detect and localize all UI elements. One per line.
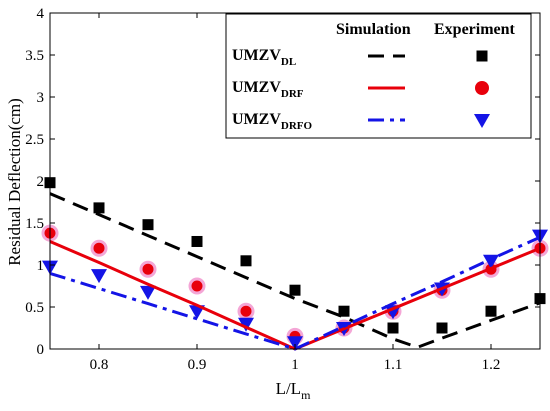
marker-drf-4 (237, 302, 255, 320)
x-tick-label-0: 0.8 (90, 357, 109, 373)
legend-label-drf-main: UMZV (232, 79, 281, 96)
y-tick-label-1: 0.5 (25, 300, 44, 316)
x-tick-label-2: 1 (291, 357, 299, 373)
marker-drfo-4 (238, 317, 254, 332)
legend-label-drf-sub: DRF (281, 88, 304, 100)
marker-drfo-1 (91, 269, 107, 284)
marker-dl-9 (485, 305, 497, 317)
y-axis-title: Residual Deflection(cm) (5, 98, 24, 266)
legend-label-dl-sub: DL (281, 56, 296, 68)
y-tick-label-6: 3 (37, 90, 45, 106)
legend-header-experiment: Experiment (434, 21, 516, 38)
marker-drf-2 (139, 260, 157, 278)
legend-label-dl-main: UMZV (232, 47, 281, 64)
legend-marker-dl (476, 50, 488, 62)
marker-dl-7 (387, 322, 399, 334)
legend-header-simulation: Simulation (336, 21, 411, 38)
legend-label-drf: UMZVDRF (232, 79, 304, 100)
legend-label-drfo-main: UMZV (232, 111, 281, 128)
y-tick-label-3: 1.5 (25, 216, 44, 232)
marker-dl-6 (338, 305, 350, 317)
series-line-dl (49, 192, 541, 349)
plot-area (41, 177, 549, 351)
y-tick-label-8: 4 (37, 6, 45, 22)
marker-dl-3 (191, 235, 203, 247)
legend-label-drfo: UMZVDRFO (232, 111, 312, 132)
y-tick-label-5: 2.5 (25, 132, 44, 148)
marker-drfo-2 (140, 285, 156, 300)
marker-dl-4 (240, 255, 252, 267)
legend-label-dl: UMZVDL (232, 47, 296, 68)
legend-marker-drf (475, 81, 489, 95)
y-tick-label-2: 1 (37, 258, 45, 274)
marker-dl-1 (93, 202, 105, 214)
marker-dl-2 (142, 219, 154, 231)
legend: Simulation Experiment UMZVDL UMZVDRF UMZ… (225, 13, 532, 139)
y-tick-label-0: 0 (37, 342, 45, 358)
x-tick-label-4: 1.2 (482, 357, 501, 373)
legend-swatches (368, 50, 490, 128)
marker-drf-1 (90, 239, 108, 257)
legend-marker-drfo (474, 114, 490, 128)
marker-drfo-9 (483, 254, 499, 269)
x-axis-title-subscript: m (301, 388, 311, 402)
marker-dl-8 (436, 322, 448, 334)
marker-drfo-7 (385, 305, 401, 320)
x-axis-title-main: L/L (276, 379, 302, 398)
legend-label-drfo-sub: DRFO (281, 120, 313, 132)
axes: 0.8 0.9 1 1.1 1.2 0 0.5 1 1.5 2 2.5 3 3.5 4 (25, 6, 541, 373)
y-tick-label-7: 3.5 (25, 48, 44, 64)
marker-drf-3 (188, 277, 206, 295)
x-tick-label-1: 0.9 (188, 357, 207, 373)
marker-drfo-5 (287, 336, 303, 351)
marker-dl-5 (289, 284, 301, 296)
y-tick-label-4: 2 (37, 174, 45, 190)
x-tick-label-3: 1.1 (384, 357, 403, 373)
x-axis-title: L/Lm (276, 379, 312, 402)
